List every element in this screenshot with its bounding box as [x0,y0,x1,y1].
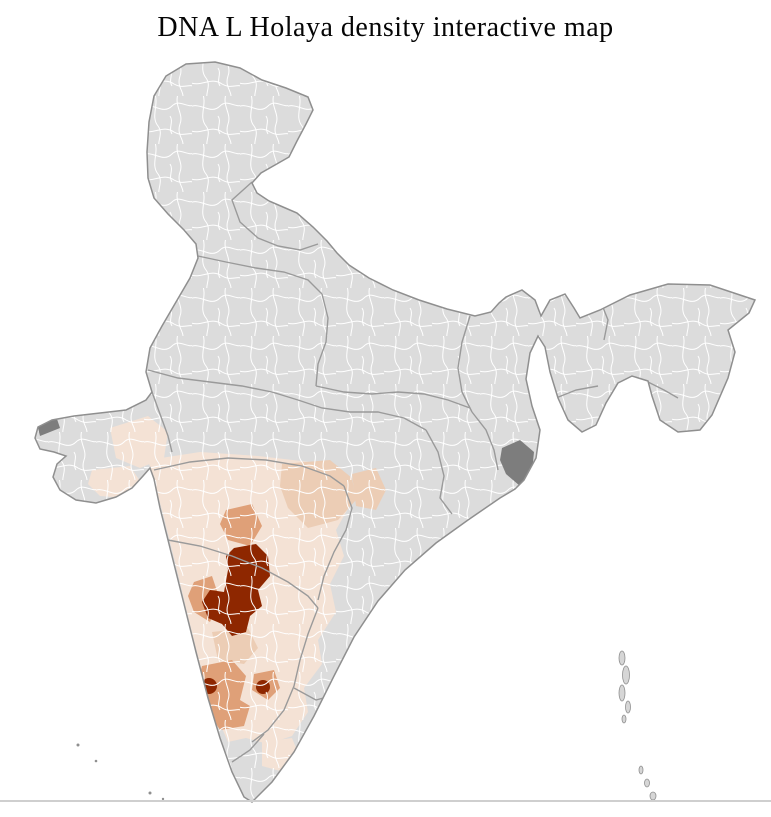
india-outline [34,61,757,803]
lakshadweep-islands [76,743,165,801]
district-grid-overlay [35,62,755,802]
bottom-divider [0,800,771,802]
no-data-district-east[interactable] [500,440,534,486]
andaman-nicobar-islands [618,650,657,801]
page-title: DNA L Holaya density interactive map [157,12,614,43]
